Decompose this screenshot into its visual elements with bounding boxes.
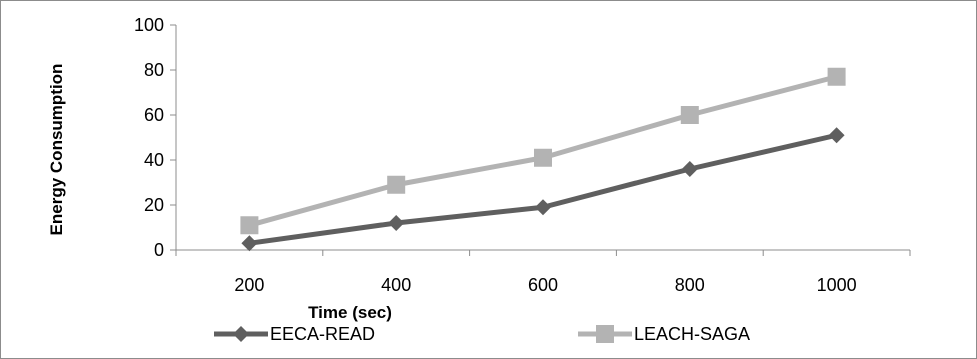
x-tick-label: 400 (381, 275, 411, 295)
series-leach-saga (240, 67, 846, 235)
data-point-leach-saga (827, 67, 846, 86)
data-point-eeca-read (535, 199, 551, 216)
legend-label: EECA-READ (270, 324, 375, 344)
data-point-eeca-read (388, 215, 405, 231)
y-tick-label: 20 (144, 195, 164, 215)
x-tick-label: 600 (528, 275, 558, 295)
y-axis-ticks: 0 20 40 60 80 100 (134, 15, 176, 260)
data-point-eeca-read (681, 161, 698, 177)
x-axis-ticks: 200 400 600 800 1000 (175, 250, 911, 295)
data-point-eeca-read (828, 127, 845, 144)
legend-label: LEACH-SAGA (634, 324, 750, 344)
data-point-eeca-read (241, 235, 258, 252)
y-axis-title: Energy Consumption (47, 64, 66, 236)
legend-marker (596, 325, 614, 343)
y-tick-label: 40 (144, 150, 164, 170)
x-axis-title: Time (sec) (308, 303, 392, 322)
data-point-leach-saga (534, 148, 552, 167)
series-eeca-read (241, 127, 845, 252)
data-point-leach-saga (240, 216, 259, 235)
x-tick-label: 200 (234, 275, 264, 295)
y-tick-label: 60 (144, 105, 164, 125)
y-tick-label: 0 (154, 240, 164, 260)
y-tick-label: 100 (134, 15, 164, 35)
data-point-leach-saga (680, 106, 699, 124)
legend-item-leach-saga: LEACH-SAGA (578, 324, 750, 344)
legend: EECA-READ LEACH-SAGA (214, 324, 750, 344)
x-tick-label: 800 (675, 275, 705, 295)
y-tick-label: 80 (144, 60, 164, 80)
legend-item-eeca-read: EECA-READ (214, 324, 375, 344)
legend-marker (233, 326, 249, 342)
series-layer (240, 67, 846, 252)
x-tick-label: 1000 (817, 275, 857, 295)
data-point-leach-saga (387, 175, 406, 194)
